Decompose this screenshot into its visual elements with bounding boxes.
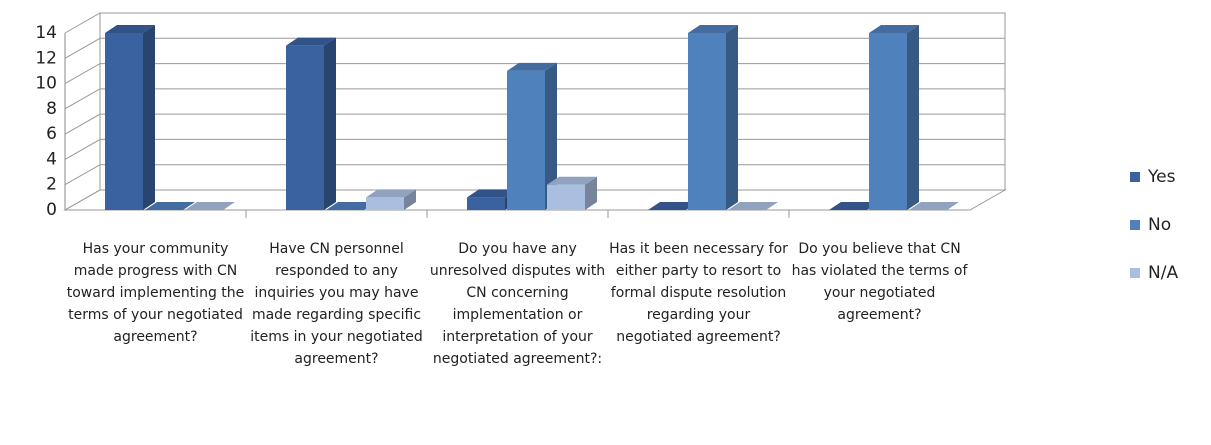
bar-top	[547, 176, 597, 185]
bar-side	[907, 25, 919, 210]
y-tick-label: 14	[35, 23, 57, 43]
bar-top	[507, 62, 557, 71]
y-tick-label: 6	[46, 124, 57, 144]
bar	[467, 197, 505, 210]
bar-top-shade	[507, 62, 557, 71]
legend-swatch	[1130, 268, 1140, 278]
bar	[366, 197, 404, 210]
bar-side-shade	[907, 25, 919, 210]
bar-side-shade	[726, 25, 738, 210]
bar-side-shade	[404, 189, 416, 210]
bar-side	[726, 25, 738, 210]
bar-top-shade	[547, 176, 597, 185]
bar-top	[105, 25, 155, 33]
legend-label: N/A	[1148, 263, 1178, 283]
x-tick-label: Has your community made progress with CN…	[66, 241, 245, 345]
bar	[547, 184, 585, 210]
bar-top	[286, 37, 336, 46]
grid-line	[64, 12, 1005, 34]
y-tick-label: 12	[35, 48, 57, 68]
bar-top	[869, 25, 919, 33]
bar-side-shade	[585, 176, 597, 210]
bar-top-shade	[286, 37, 336, 46]
bar-side	[143, 25, 155, 210]
bar-top-shade	[145, 202, 195, 210]
bar-top-shade	[869, 25, 919, 33]
bar-top-shade	[728, 202, 778, 210]
bar-top	[467, 189, 517, 198]
bar	[105, 33, 143, 210]
bar-top-shade	[648, 202, 698, 210]
y-tick-label: 0	[46, 200, 57, 220]
y-tick-label: 2	[46, 175, 57, 195]
x-tick-label: Have CN personnel responded to any inqui…	[250, 241, 423, 367]
x-tick-label: Do you have any unresolved disputes with…	[429, 241, 606, 367]
bar-side	[404, 189, 416, 210]
bar	[286, 45, 324, 211]
legend-label: No	[1148, 215, 1171, 235]
legend-label: Yes	[1147, 167, 1176, 187]
grid-line	[64, 37, 1005, 59]
x-tick-label: Has it been necessary for either party t…	[609, 241, 788, 345]
bar-top	[829, 202, 879, 210]
x-tick-label: Do you believe that CN has violated the …	[791, 241, 968, 323]
bar-top	[185, 202, 235, 210]
bar-top	[909, 202, 959, 210]
bar	[688, 33, 726, 210]
bar-side-shade	[324, 37, 336, 211]
bar-top-shade	[909, 202, 959, 210]
y-tick-label: 8	[46, 99, 57, 119]
bar-top	[648, 202, 698, 210]
bar-side	[585, 176, 597, 210]
y-tick-label: 4	[46, 149, 57, 169]
bar-top-shade	[185, 202, 235, 210]
legend-swatch	[1130, 172, 1140, 182]
legend-swatch	[1130, 220, 1140, 230]
bar-top	[728, 202, 778, 210]
bar-top-shade	[105, 25, 155, 33]
bar-top	[366, 189, 416, 198]
bar-side	[324, 37, 336, 211]
bar-top	[688, 25, 738, 33]
bar-top-shade	[688, 25, 738, 33]
bar-side-shade	[143, 25, 155, 210]
bar-top-shade	[326, 202, 376, 210]
bar-top	[326, 202, 376, 210]
bar-side	[545, 62, 557, 210]
bar	[507, 70, 545, 210]
bar-top-shade	[829, 202, 879, 210]
bar	[869, 33, 907, 210]
bar-top	[145, 202, 195, 210]
y-tick-label: 10	[35, 74, 57, 94]
bar-top-shade	[467, 189, 517, 198]
bar-top-shade	[366, 189, 416, 198]
bar-side-shade	[545, 62, 557, 210]
